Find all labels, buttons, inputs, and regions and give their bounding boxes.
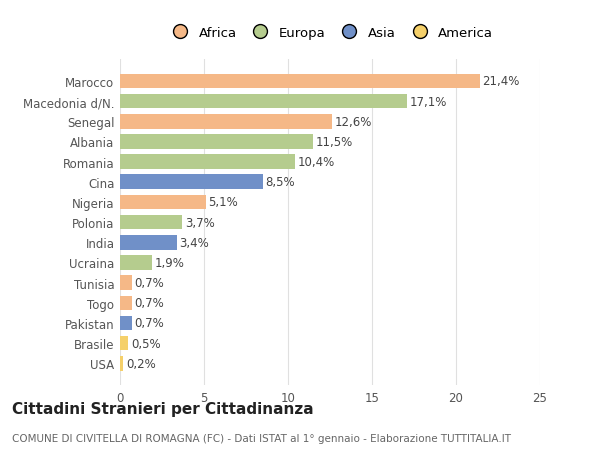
Text: 3,7%: 3,7%	[185, 216, 214, 229]
Bar	[120, 135, 313, 149]
Bar	[120, 276, 132, 290]
Legend: Africa, Europa, Asia, America: Africa, Europa, Asia, America	[164, 24, 496, 42]
Text: 5,1%: 5,1%	[208, 196, 238, 209]
Text: 0,7%: 0,7%	[134, 297, 164, 310]
Bar	[120, 316, 132, 330]
Text: 0,7%: 0,7%	[134, 317, 164, 330]
Text: 17,1%: 17,1%	[410, 95, 447, 108]
Text: 11,5%: 11,5%	[316, 135, 353, 149]
Bar	[120, 235, 177, 250]
Bar	[120, 175, 263, 190]
Bar	[120, 95, 407, 109]
Bar	[120, 296, 132, 310]
Text: 12,6%: 12,6%	[334, 116, 371, 129]
Text: Cittadini Stranieri per Cittadinanza: Cittadini Stranieri per Cittadinanza	[12, 401, 314, 416]
Text: 1,9%: 1,9%	[154, 257, 184, 269]
Text: 8,5%: 8,5%	[265, 176, 295, 189]
Text: 0,7%: 0,7%	[134, 276, 164, 290]
Bar	[120, 356, 124, 371]
Text: 21,4%: 21,4%	[482, 75, 520, 88]
Bar	[120, 74, 479, 89]
Bar	[120, 215, 182, 230]
Bar	[120, 195, 206, 210]
Text: 10,4%: 10,4%	[297, 156, 334, 169]
Bar	[120, 155, 295, 169]
Text: 0,2%: 0,2%	[126, 357, 155, 370]
Bar	[120, 336, 128, 351]
Text: 0,5%: 0,5%	[131, 337, 161, 350]
Text: 3,4%: 3,4%	[179, 236, 209, 249]
Bar	[120, 115, 332, 129]
Text: COMUNE DI CIVITELLA DI ROMAGNA (FC) - Dati ISTAT al 1° gennaio - Elaborazione TU: COMUNE DI CIVITELLA DI ROMAGNA (FC) - Da…	[12, 433, 511, 442]
Bar	[120, 256, 152, 270]
